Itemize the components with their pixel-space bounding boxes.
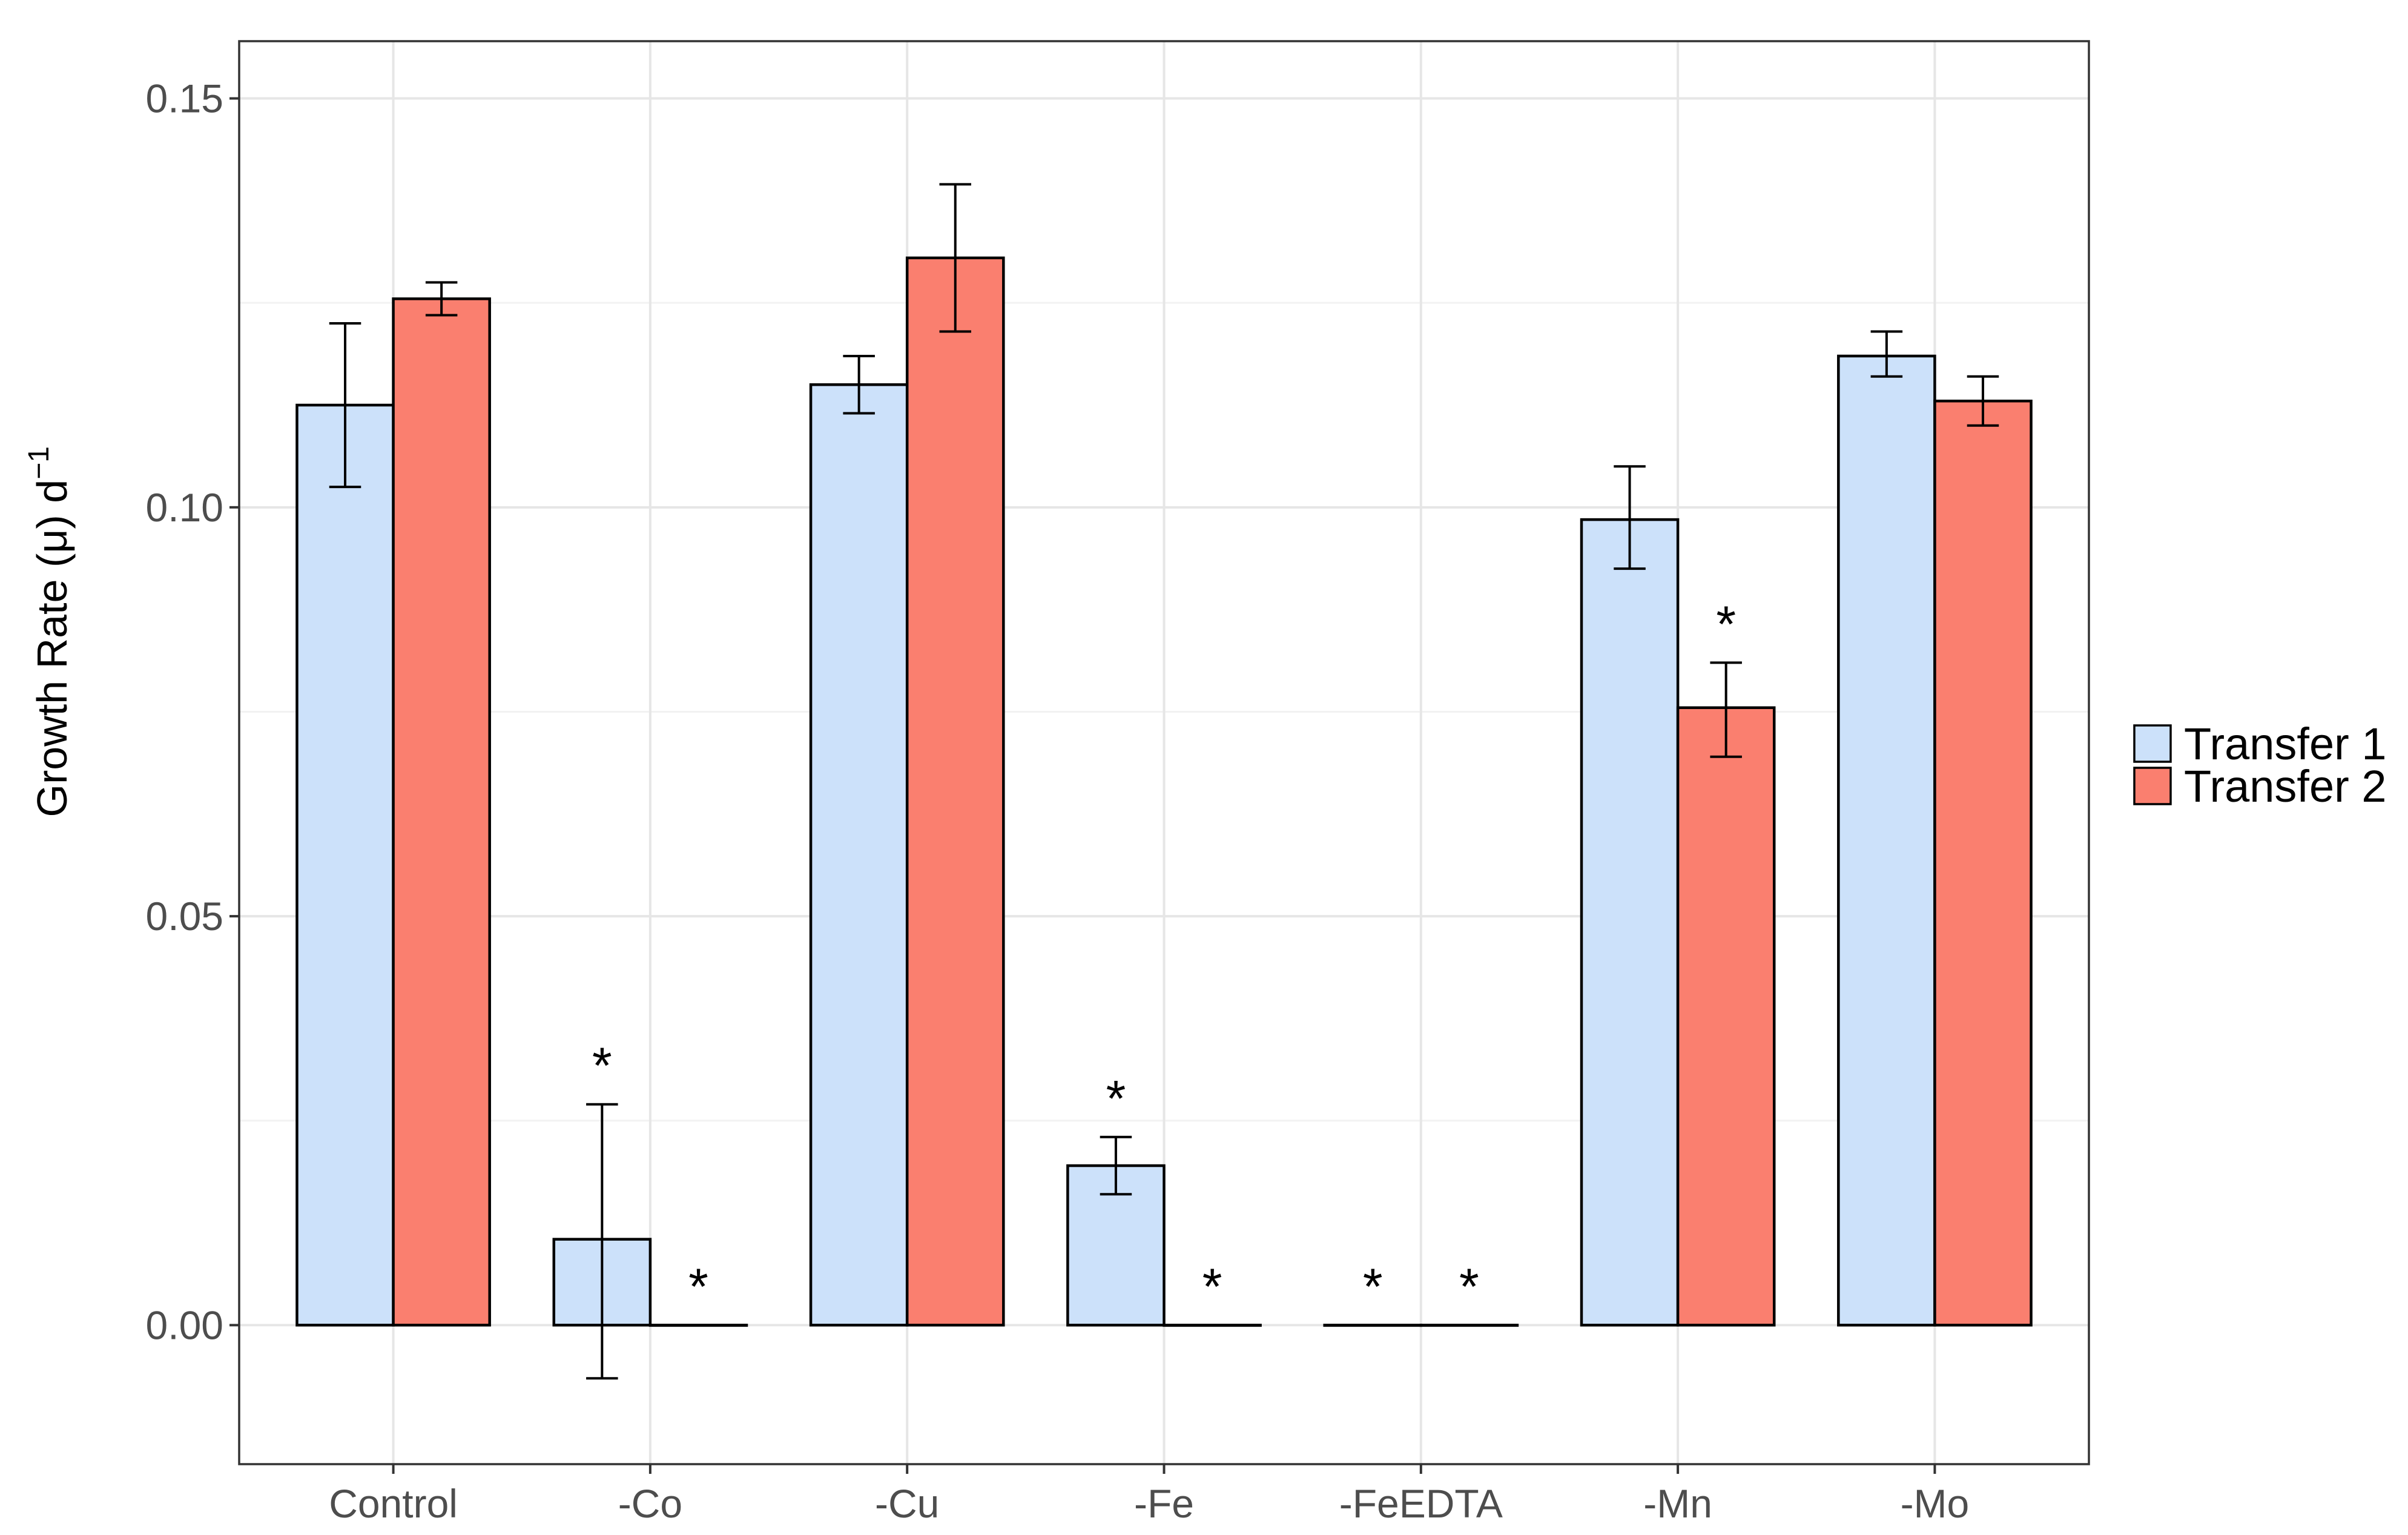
bar: [1676, 706, 1776, 1327]
legend-item: Transfer 1: [2133, 719, 2386, 769]
x-tick-label: -Cu: [875, 1481, 939, 1526]
error-bar: [1100, 1135, 1132, 1196]
bar: [1580, 518, 1680, 1327]
y-axis-title: Growth Rate (μ) d−1: [23, 446, 76, 817]
significance-layer: * * * * * * *: [592, 595, 1736, 1315]
error-bar: [939, 183, 972, 333]
error-bar: [425, 281, 458, 317]
y-tick-label: 0.05: [146, 894, 223, 939]
significance-asterisk: *: [1363, 1258, 1383, 1315]
bar: [392, 297, 491, 1327]
bar: [1933, 400, 2033, 1327]
y-axis-title-main: Growth Rate (μ) d: [28, 480, 76, 817]
y-tick-label: 0.15: [146, 76, 223, 121]
error-bar: [1967, 375, 1999, 427]
x-tick-label: -FeEDTA: [1339, 1481, 1503, 1526]
error-bar: [1614, 465, 1646, 570]
significance-asterisk: *: [688, 1258, 708, 1315]
bar: [295, 403, 395, 1327]
legend-item: Transfer 2: [2133, 761, 2386, 811]
bar: [809, 383, 909, 1327]
significance-asterisk: *: [1202, 1258, 1222, 1315]
axis-layer: 0.00 0.05 0.10 0.15 Control -Co -Cu -Fe -FeEDTA -…: [146, 76, 1970, 1526]
bar: [1837, 354, 1936, 1327]
significance-asterisk: *: [1716, 595, 1736, 652]
legend-key: [2133, 724, 2172, 763]
x-tick-label: -Co: [618, 1481, 682, 1526]
error-bar: [843, 354, 875, 415]
legend-label: Transfer 2: [2184, 761, 2386, 811]
error-bar: [1710, 661, 1742, 758]
x-tick-label: -Mn: [1643, 1481, 1712, 1526]
legend-label: Transfer 1: [2184, 719, 2386, 769]
significance-asterisk: *: [1459, 1258, 1479, 1315]
y-tick-label: 0.00: [146, 1302, 223, 1347]
significance-asterisk: *: [592, 1037, 612, 1094]
legend-key: [2133, 767, 2172, 805]
error-bar: [329, 322, 361, 489]
y-axis-title-superscript: −1: [23, 446, 55, 480]
x-tick-label: -Mo: [1901, 1481, 1970, 1526]
x-tick-label: -Fe: [1134, 1481, 1194, 1526]
significance-asterisk: *: [1106, 1070, 1126, 1127]
bar: [905, 256, 1005, 1327]
y-tick-label: 0.10: [146, 485, 223, 530]
error-bar: [586, 1103, 618, 1380]
error-bar-layer: [329, 183, 1999, 1380]
x-tick-label: Control: [329, 1481, 458, 1526]
error-bar: [1870, 330, 1903, 378]
